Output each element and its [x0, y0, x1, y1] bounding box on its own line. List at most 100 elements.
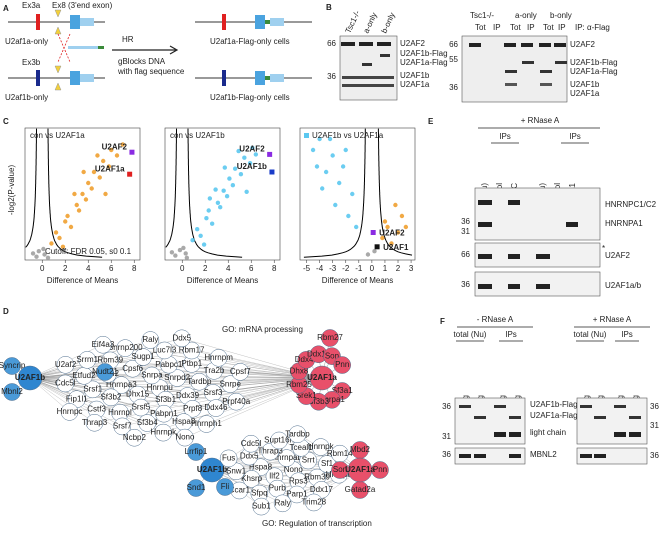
network-node [183, 400, 202, 418]
x-tick-label: 8 [132, 264, 137, 273]
network-node [56, 374, 75, 393]
node-label: Sf3a1 [332, 386, 353, 395]
band [478, 222, 492, 227]
x-axis-label: Difference of Means [47, 276, 118, 285]
point [169, 250, 175, 255]
point [80, 191, 85, 197]
node-label: Pnn [335, 360, 349, 369]
node-label: U2AF1b [197, 465, 227, 474]
panel-label: F [440, 317, 445, 326]
x-tick-label: 0 [180, 264, 185, 273]
exon-3 [36, 70, 40, 86]
x-tick-label: 2 [396, 264, 401, 273]
node-label: Rbm17 [179, 346, 205, 355]
point [206, 208, 211, 213]
point [63, 219, 68, 224]
node-label: Syncrip [0, 361, 26, 370]
point [183, 251, 188, 256]
point [238, 172, 244, 177]
exon-8-utr [80, 18, 94, 26]
node-label: Hnrnpu [147, 383, 173, 392]
node-label: Pnn [373, 465, 387, 474]
network-node [305, 493, 323, 512]
highlight-label: U2AF1 [383, 243, 409, 252]
band [504, 43, 516, 47]
band [342, 76, 394, 79]
node-label: Sugp1 [131, 352, 155, 361]
network-node [187, 479, 205, 497]
node-label: Luc7l3 [153, 346, 177, 355]
x-tick-label: -3 [329, 264, 337, 273]
network-node [277, 449, 296, 467]
point [350, 191, 355, 197]
point [232, 166, 238, 171]
network-node [154, 423, 172, 442]
exon-8-utr [270, 74, 284, 82]
node-label: Rbm39 [97, 356, 123, 365]
label: IP [527, 23, 535, 32]
node-label: Pabpc1 [155, 360, 183, 369]
network-node [17, 365, 43, 391]
point [253, 152, 259, 157]
band [505, 70, 517, 73]
point [181, 245, 186, 251]
point [222, 165, 227, 170]
network-node [94, 335, 112, 354]
network-node [138, 414, 156, 432]
band [341, 42, 355, 46]
point [76, 208, 82, 213]
node-label: Rbm27 [317, 333, 343, 342]
point [213, 187, 218, 192]
band [359, 42, 373, 46]
band [474, 454, 486, 458]
band [469, 43, 481, 47]
panel-label: E [428, 117, 434, 126]
edge [211, 469, 283, 504]
point [103, 191, 108, 197]
node-label: Parp1 [286, 490, 308, 499]
network-node [143, 366, 161, 385]
point [337, 180, 342, 186]
node-label: Hspa8 [172, 417, 196, 426]
label: Tsc1-/- [470, 11, 494, 20]
label: U2AF1a/b [605, 281, 642, 290]
point [399, 213, 405, 219]
point [114, 153, 120, 158]
point [403, 224, 409, 230]
node-label: U2AF1a [307, 373, 337, 382]
node-label: Cpsf7 [230, 367, 251, 376]
point [86, 180, 91, 186]
point [74, 202, 79, 208]
node-label: Ddx5 [172, 333, 191, 342]
point [201, 242, 207, 247]
highlight-label: U2AF1a [95, 164, 125, 173]
label: 66 [327, 39, 336, 48]
network-node [60, 403, 79, 421]
point [34, 254, 39, 259]
network-node [207, 399, 225, 417]
band [362, 63, 372, 66]
band [380, 54, 390, 57]
node-label: Ddx5 [240, 452, 259, 461]
label: IPs [499, 132, 511, 141]
node-label: U2AF1a [345, 465, 375, 474]
network-node [219, 449, 238, 468]
edge [240, 371, 323, 379]
label: Tsc1-/- [344, 9, 362, 35]
point [327, 136, 333, 142]
network-node [83, 380, 102, 399]
label: U2AF1b-Flag [530, 400, 578, 409]
point [346, 213, 351, 219]
point [120, 142, 125, 147]
node-label: Rps3 [289, 476, 308, 485]
node-label: Eif4a3 [92, 340, 115, 349]
node-label: Ddx41 [295, 355, 319, 364]
label: 36 [461, 217, 470, 226]
network-node [333, 356, 351, 374]
network-node [190, 372, 208, 391]
blot [576, 397, 648, 445]
node-label: Sf3b2 [100, 392, 121, 401]
plot-frame [24, 127, 141, 261]
node-label: Dhx8 [290, 366, 309, 375]
